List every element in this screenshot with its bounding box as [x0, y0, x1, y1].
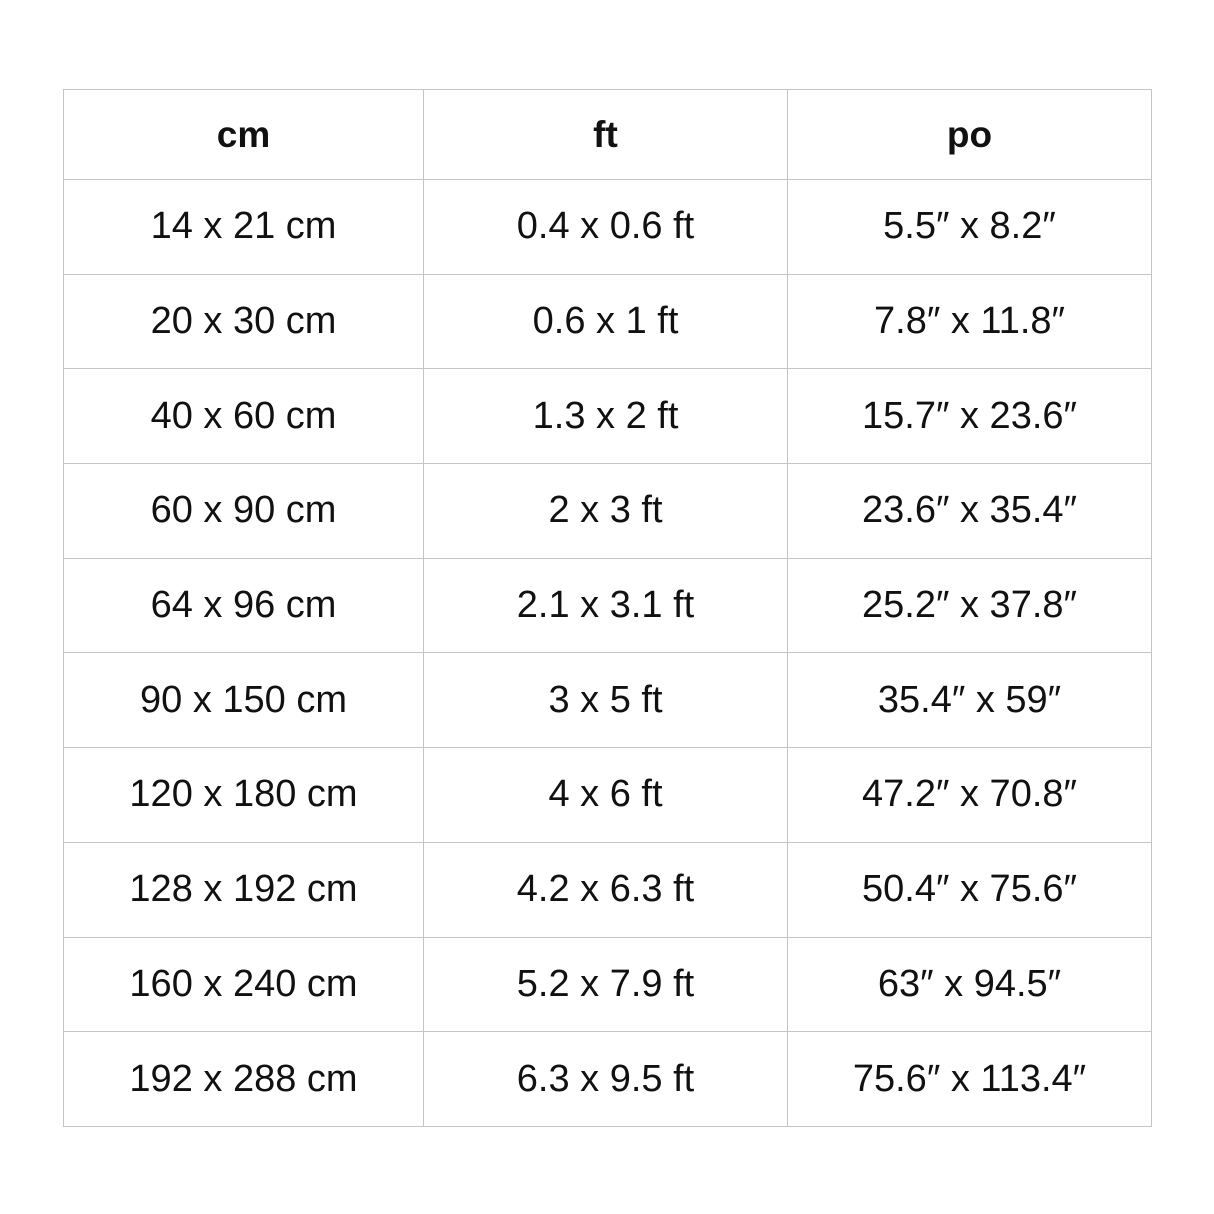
cell-cm: 160 x 240 cm	[63, 936, 424, 1033]
size-conversion-table: cm ft po 14 x 21 cm 0.4 x 0.6 ft 5.5″ x 8.…	[63, 89, 1152, 1127]
cell-ft: 3 x 5 ft	[423, 652, 788, 749]
cell-po: 7.8″ x 11.8″	[787, 273, 1152, 370]
cell-ft: 0.6 x 1 ft	[423, 273, 788, 370]
cell-cm: 120 x 180 cm	[63, 747, 424, 843]
table-row: 20 x 30 cm 0.6 x 1 ft 7.8″ x 11.8″	[63, 273, 1152, 370]
cell-cm: 90 x 150 cm	[63, 652, 424, 749]
table-row: 40 x 60 cm 1.3 x 2 ft 15.7″ x 23.6″	[63, 368, 1152, 465]
cell-cm: 60 x 90 cm	[63, 463, 424, 559]
cell-ft: 2 x 3 ft	[423, 463, 788, 559]
cell-cm: 128 x 192 cm	[63, 841, 424, 938]
table-row: 14 x 21 cm 0.4 x 0.6 ft 5.5″ x 8.2″	[63, 179, 1152, 275]
cell-po: 50.4″ x 75.6″	[787, 841, 1152, 938]
cell-ft: 6.3 x 9.5 ft	[423, 1031, 788, 1127]
table-row: 64 x 96 cm 2.1 x 3.1 ft 25.2″ x 37.8″	[63, 557, 1152, 654]
header-po: po	[787, 89, 1152, 180]
cell-po: 5.5″ x 8.2″	[787, 179, 1152, 275]
cell-cm: 192 x 288 cm	[63, 1031, 424, 1127]
table-row: 160 x 240 cm 5.2 x 7.9 ft 63″ x 94.5″	[63, 936, 1152, 1033]
table-row: 90 x 150 cm 3 x 5 ft 35.4″ x 59″	[63, 652, 1152, 749]
cell-cm: 64 x 96 cm	[63, 557, 424, 654]
cell-ft: 4.2 x 6.3 ft	[423, 841, 788, 938]
cell-ft: 5.2 x 7.9 ft	[423, 936, 788, 1033]
cell-po: 25.2″ x 37.8″	[787, 557, 1152, 654]
table-row: 120 x 180 cm 4 x 6 ft 47.2″ x 70.8″	[63, 747, 1152, 843]
cell-cm: 14 x 21 cm	[63, 179, 424, 275]
cell-ft: 0.4 x 0.6 ft	[423, 179, 788, 275]
cell-po: 47.2″ x 70.8″	[787, 747, 1152, 843]
header-cm: cm	[63, 89, 424, 180]
header-row: cm ft po	[63, 89, 1152, 180]
cell-ft: 1.3 x 2 ft	[423, 368, 788, 465]
cell-cm: 40 x 60 cm	[63, 368, 424, 465]
cell-po: 75.6″ x 113.4″	[787, 1031, 1152, 1127]
cell-po: 15.7″ x 23.6″	[787, 368, 1152, 465]
cell-po: 35.4″ x 59″	[787, 652, 1152, 749]
table-row: 192 x 288 cm 6.3 x 9.5 ft 75.6″ x 113.4″	[63, 1031, 1152, 1127]
cell-ft: 4 x 6 ft	[423, 747, 788, 843]
table-row: 60 x 90 cm 2 x 3 ft 23.6″ x 35.4″	[63, 463, 1152, 559]
cell-cm: 20 x 30 cm	[63, 273, 424, 370]
cell-po: 23.6″ x 35.4″	[787, 463, 1152, 559]
cell-ft: 2.1 x 3.1 ft	[423, 557, 788, 654]
header-ft: ft	[423, 89, 788, 180]
table-row: 128 x 192 cm 4.2 x 6.3 ft 50.4″ x 75.6″	[63, 841, 1152, 938]
cell-po: 63″ x 94.5″	[787, 936, 1152, 1033]
